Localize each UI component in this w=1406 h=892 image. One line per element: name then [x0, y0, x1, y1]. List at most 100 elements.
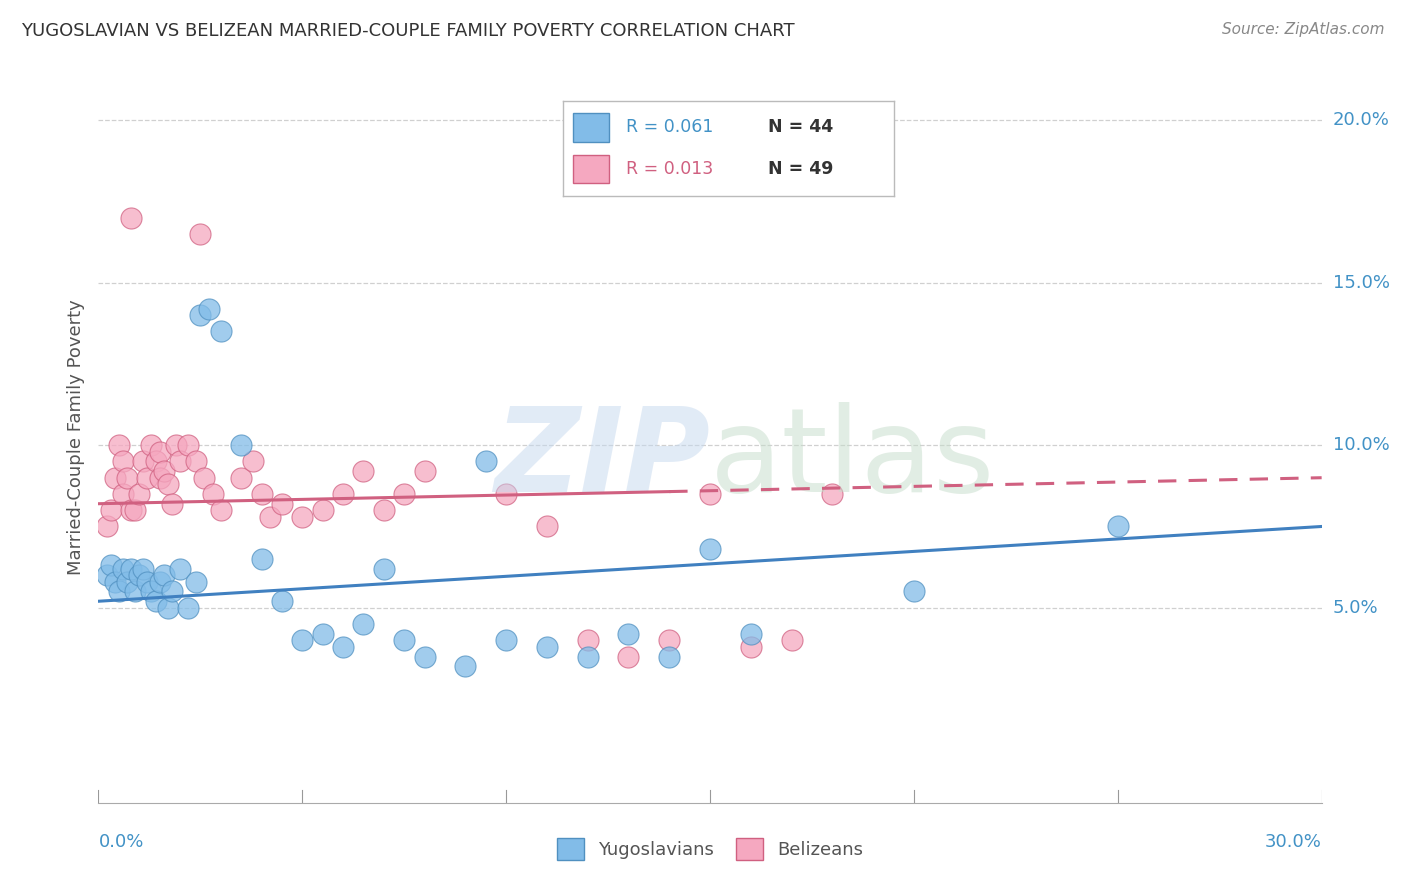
- Point: [658, 633, 681, 648]
- Point: [413, 649, 436, 664]
- Point: [132, 562, 155, 576]
- Point: [124, 584, 146, 599]
- Point: [111, 454, 134, 468]
- Point: [115, 471, 138, 485]
- Point: [576, 633, 599, 648]
- Point: [136, 574, 159, 589]
- Point: [160, 497, 183, 511]
- Point: [536, 519, 558, 533]
- Point: [780, 633, 803, 648]
- Point: [120, 562, 142, 576]
- Point: [156, 477, 179, 491]
- Point: [141, 584, 163, 599]
- Point: [111, 487, 134, 501]
- Text: atlas: atlas: [710, 401, 995, 516]
- Point: [373, 503, 395, 517]
- Text: 20.0%: 20.0%: [1333, 112, 1389, 129]
- Point: [111, 562, 134, 576]
- Point: [740, 626, 762, 640]
- Legend: Yugoslavians, Belizeans: Yugoslavians, Belizeans: [550, 830, 870, 867]
- Text: ZIP: ZIP: [494, 401, 710, 516]
- Point: [617, 649, 640, 664]
- Point: [124, 503, 146, 517]
- Point: [1107, 519, 1129, 533]
- Point: [332, 640, 354, 654]
- Point: [132, 454, 155, 468]
- Point: [250, 552, 273, 566]
- Point: [160, 584, 183, 599]
- Point: [231, 438, 253, 452]
- Point: [128, 568, 150, 582]
- Point: [193, 471, 215, 485]
- Point: [270, 497, 294, 511]
- Point: [312, 626, 335, 640]
- Point: [392, 487, 416, 501]
- Point: [149, 574, 172, 589]
- Point: [169, 562, 191, 576]
- Point: [96, 568, 118, 582]
- Point: [495, 633, 517, 648]
- Text: 30.0%: 30.0%: [1265, 833, 1322, 851]
- Point: [149, 444, 172, 458]
- Point: [454, 659, 477, 673]
- Point: [699, 542, 721, 557]
- Point: [145, 454, 167, 468]
- Point: [413, 464, 436, 478]
- Text: 10.0%: 10.0%: [1333, 436, 1389, 454]
- Point: [169, 454, 191, 468]
- Point: [186, 574, 208, 589]
- Point: [145, 594, 167, 608]
- Point: [152, 568, 174, 582]
- Point: [699, 487, 721, 501]
- Point: [152, 464, 174, 478]
- Point: [120, 211, 142, 225]
- Point: [392, 633, 416, 648]
- Point: [332, 487, 354, 501]
- Point: [209, 503, 232, 517]
- Point: [209, 325, 232, 339]
- Point: [141, 438, 163, 452]
- Text: Source: ZipAtlas.com: Source: ZipAtlas.com: [1222, 22, 1385, 37]
- Point: [177, 438, 200, 452]
- Point: [291, 633, 314, 648]
- Text: YUGOSLAVIAN VS BELIZEAN MARRIED-COUPLE FAMILY POVERTY CORRELATION CHART: YUGOSLAVIAN VS BELIZEAN MARRIED-COUPLE F…: [21, 22, 794, 40]
- Point: [658, 649, 681, 664]
- Point: [188, 308, 212, 322]
- Point: [576, 649, 599, 664]
- Point: [821, 487, 844, 501]
- Point: [104, 471, 127, 485]
- Point: [242, 454, 264, 468]
- Point: [165, 438, 187, 452]
- Point: [136, 471, 159, 485]
- Text: 15.0%: 15.0%: [1333, 274, 1389, 292]
- Point: [201, 487, 224, 501]
- Point: [197, 301, 219, 316]
- Point: [186, 454, 208, 468]
- Point: [352, 464, 374, 478]
- Point: [177, 600, 200, 615]
- Point: [259, 509, 281, 524]
- Point: [100, 558, 122, 573]
- Point: [120, 503, 142, 517]
- Point: [100, 503, 122, 517]
- Point: [115, 574, 138, 589]
- Point: [536, 640, 558, 654]
- Point: [188, 227, 212, 241]
- Text: 0.0%: 0.0%: [98, 833, 143, 851]
- Point: [231, 471, 253, 485]
- Point: [270, 594, 294, 608]
- Point: [740, 640, 762, 654]
- Point: [104, 574, 127, 589]
- Point: [903, 584, 925, 599]
- Point: [108, 584, 131, 599]
- Point: [291, 509, 314, 524]
- Point: [250, 487, 273, 501]
- Text: 5.0%: 5.0%: [1333, 599, 1378, 616]
- Point: [495, 487, 517, 501]
- Point: [474, 454, 498, 468]
- Point: [312, 503, 335, 517]
- Point: [617, 626, 640, 640]
- Point: [373, 562, 395, 576]
- Point: [156, 600, 179, 615]
- Point: [96, 519, 118, 533]
